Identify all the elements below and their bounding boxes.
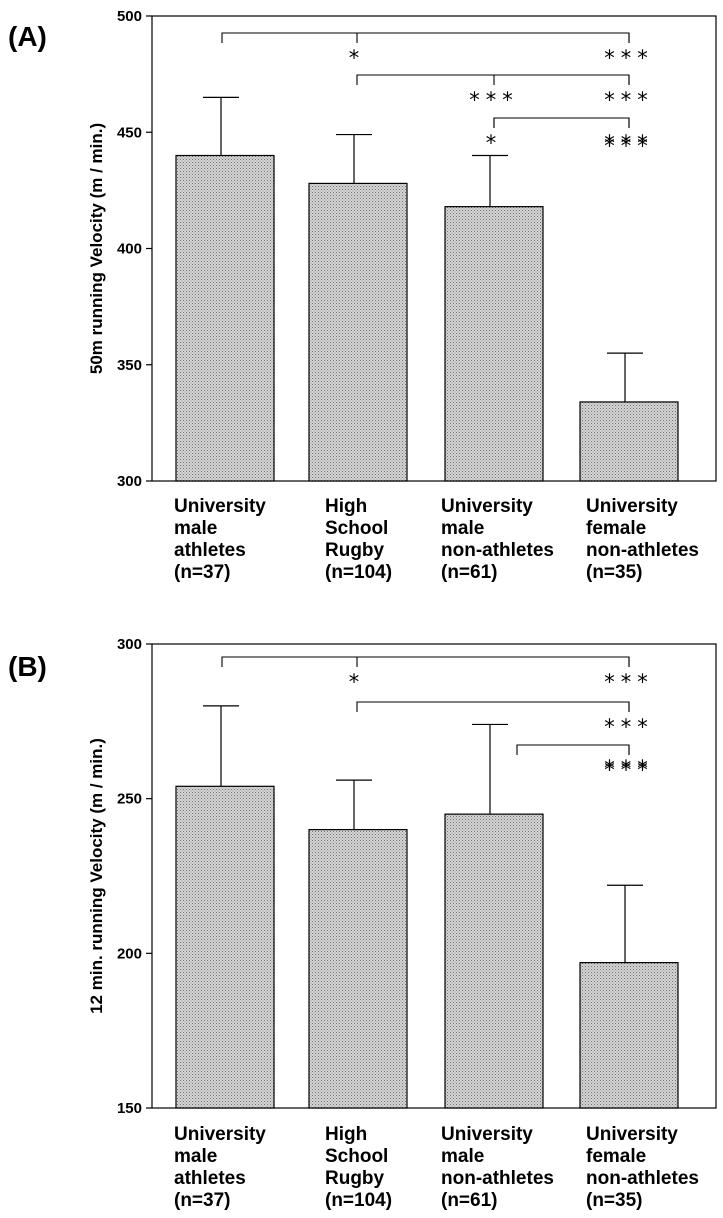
- category-label: High School Rugby (n=104): [325, 1124, 392, 1211]
- significance-bracket: [516, 744, 630, 755]
- category-label-line: (n=37): [174, 562, 231, 583]
- category-label: University male non-athletes (n=61): [441, 1124, 554, 1211]
- category-label-line: male: [441, 1146, 484, 1167]
- category-label-line: School: [325, 518, 388, 539]
- category-label-line: (n=35): [586, 1190, 643, 1211]
- category-label-line: (n=104): [325, 1190, 392, 1211]
- bar: [308, 828, 408, 1109]
- category-label-line: University: [441, 1124, 533, 1145]
- significance-mark: ***: [604, 88, 654, 112]
- y-tick-label: 400: [117, 241, 142, 258]
- y-tick-label: 300: [117, 473, 142, 490]
- y-tick-label: 200: [117, 945, 142, 962]
- bar: [175, 154, 275, 482]
- category-label-line: non-athletes: [586, 540, 699, 561]
- significance-mark: ***: [469, 88, 519, 112]
- significance-bracket: [493, 117, 630, 128]
- category-label-line: female: [586, 1146, 646, 1167]
- y-tick-label: 150: [117, 1100, 142, 1117]
- category-label-line: (n=104): [325, 562, 392, 583]
- significance-bracket: [356, 74, 630, 85]
- category-label-line: male: [441, 518, 484, 539]
- category-label-line: University: [586, 496, 678, 517]
- category-label-line: University: [174, 1124, 266, 1145]
- bar: [579, 962, 679, 1109]
- category-label: University female non-athletes (n=35): [586, 496, 699, 583]
- category-label-line: University: [441, 496, 533, 517]
- category-label-line: non-athletes: [441, 540, 554, 561]
- category-label-line: (n=37): [174, 1190, 231, 1211]
- significance-mark: ***: [604, 670, 654, 694]
- significance-bracket: [221, 656, 630, 667]
- plot-frame: [151, 643, 717, 1109]
- category-label-line: non-athletes: [441, 1168, 554, 1189]
- category-label-line: Rugby: [325, 1168, 385, 1189]
- category-label: University male non-athletes (n=61): [441, 496, 554, 583]
- category-label-line: athletes: [174, 1168, 246, 1189]
- category-label: High School Rugby (n=104): [325, 496, 392, 583]
- category-label-line: (n=61): [441, 562, 498, 583]
- bar: [175, 785, 275, 1109]
- y-axis-label: 12 min. running Velocity (m / min.): [87, 738, 106, 1014]
- significance-mark: *: [349, 670, 366, 694]
- category-label: University male athletes (n=37): [174, 496, 266, 583]
- significance-mark: ***: [604, 131, 654, 155]
- category-label-line: Rugby: [325, 540, 385, 561]
- panel-a: (A) 50m running Velocity (m / min.) 300 350…: [8, 8, 717, 583]
- y-axis-label: 50m running Velocity (m / min.): [87, 123, 106, 374]
- significance-bracket: [221, 32, 630, 43]
- y-tick-label: 250: [117, 791, 142, 808]
- panel-b: (B) 12 min. running Velocity (m / min.) 15…: [8, 636, 717, 1211]
- bar: [308, 182, 408, 482]
- significance-mark: *: [349, 46, 366, 70]
- bar: [579, 401, 679, 482]
- category-label-line: non-athletes: [586, 1168, 699, 1189]
- category-label-line: male: [174, 518, 217, 539]
- category-label-line: University: [174, 496, 266, 517]
- significance-mark: ***: [604, 715, 654, 739]
- category-label-line: School: [325, 1146, 388, 1167]
- significance-mark: ***: [604, 46, 654, 70]
- category-label-line: High: [325, 1124, 367, 1145]
- category-label-line: High: [325, 496, 367, 517]
- category-label: University male athletes (n=37): [174, 1124, 266, 1211]
- category-label-line: University: [586, 1124, 678, 1145]
- category-label-line: athletes: [174, 540, 246, 561]
- y-tick-label: 300: [117, 636, 142, 653]
- y-tick-label: 450: [117, 124, 142, 141]
- panel-label: (A): [8, 21, 47, 52]
- panel-label: (B): [8, 651, 47, 682]
- significance-mark: *: [486, 131, 503, 155]
- bar: [444, 206, 544, 482]
- significance-mark: ***: [604, 134, 654, 158]
- category-label: University female non-athletes (n=35): [586, 1124, 699, 1211]
- significance-mark: ***: [604, 756, 654, 780]
- bar: [444, 813, 544, 1109]
- y-tick-label: 500: [117, 8, 142, 25]
- y-tick-label: 350: [117, 357, 142, 374]
- significance-mark: ***: [604, 758, 654, 782]
- category-label-line: (n=61): [441, 1190, 498, 1211]
- significance-bracket: [356, 701, 630, 712]
- category-label-line: male: [174, 1146, 217, 1167]
- category-label-line: (n=35): [586, 562, 643, 583]
- category-label-line: female: [586, 518, 646, 539]
